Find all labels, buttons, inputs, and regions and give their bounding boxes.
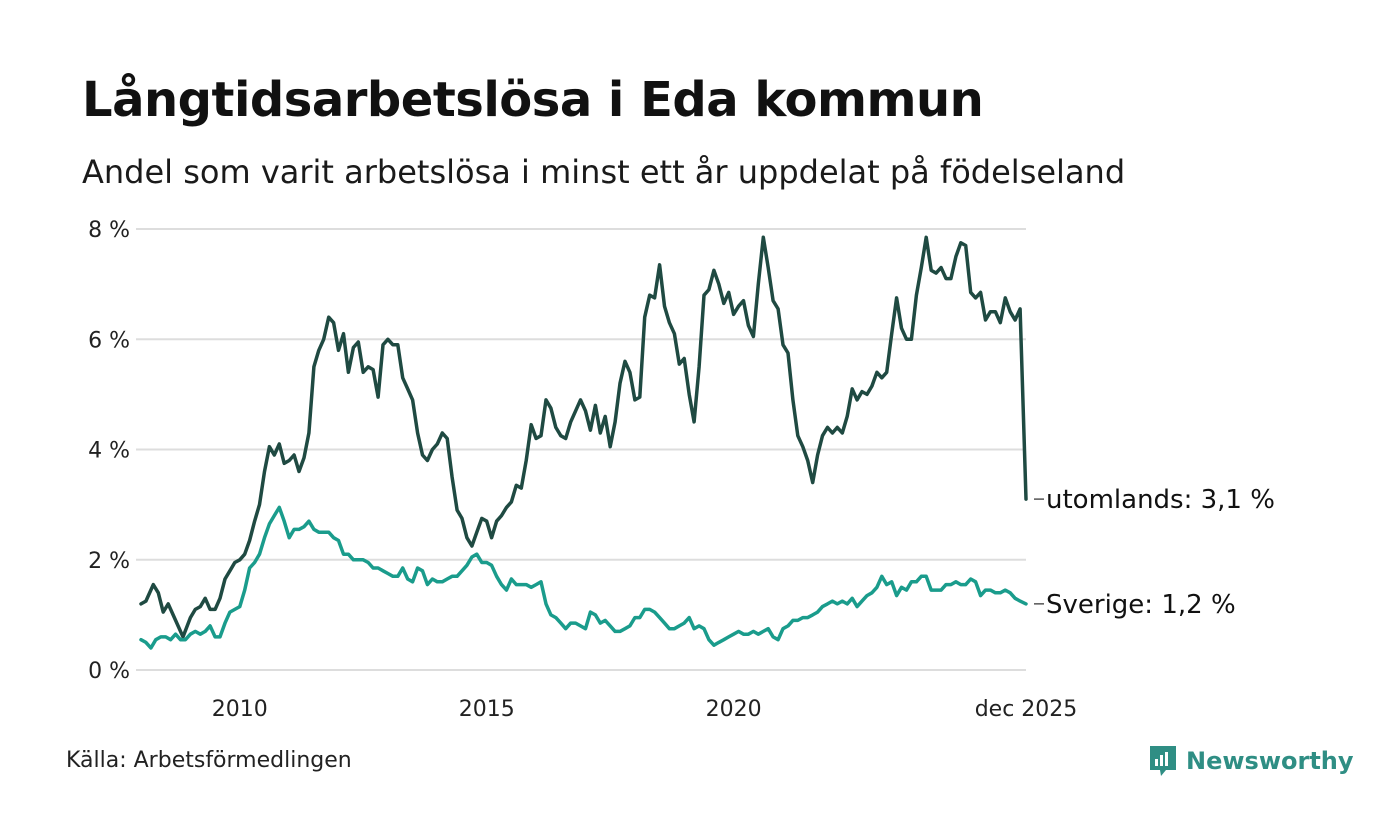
x-tick-label: 2020 <box>706 697 762 722</box>
end-label-utomlands: utomlands: 3,1 % <box>1046 485 1275 515</box>
newsworthy-logo-icon <box>1150 746 1176 776</box>
y-tick-label: 0 % <box>88 659 130 684</box>
y-tick-label: 6 % <box>88 328 130 353</box>
y-tick-label: 8 % <box>88 218 130 243</box>
end-label-sverige: Sverige: 1,2 % <box>1046 590 1236 620</box>
chart-title: Långtidsarbetslösa i Eda kommun <box>82 72 984 128</box>
source-note: Källa: Arbetsförmedlingen <box>66 748 352 773</box>
x-tick-label: dec 2025 <box>975 697 1078 722</box>
brand-logo[interactable]: Newsworthy <box>1148 744 1354 778</box>
series-line-sverige <box>139 505 1028 650</box>
x-tick-label: 2015 <box>459 697 515 722</box>
brand-name: Newsworthy <box>1186 747 1354 775</box>
chart-subtitle: Andel som varit arbetslösa i minst ett å… <box>82 153 1126 191</box>
series-line-utomlands <box>139 235 1028 639</box>
y-tick-label: 2 % <box>88 549 130 574</box>
x-tick-label: 2010 <box>212 697 268 722</box>
y-tick-label: 4 % <box>88 439 130 464</box>
